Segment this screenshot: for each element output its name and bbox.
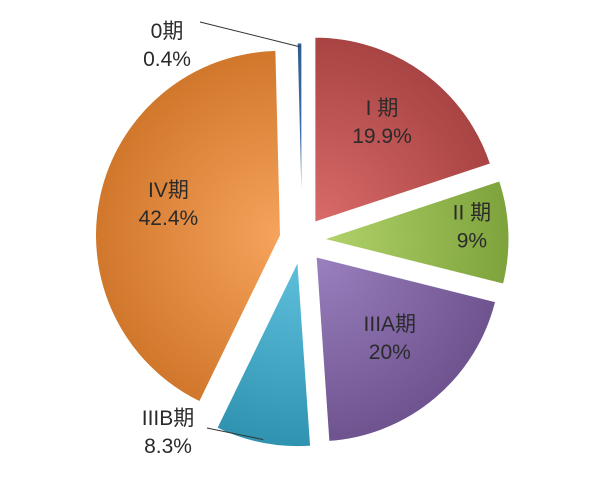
pie-slice — [322, 180, 510, 285]
leader-line — [199, 21, 300, 48]
slice-percent-label: 9% — [457, 230, 487, 253]
slice-percent-label: 0.4% — [143, 48, 191, 71]
pie-slice — [315, 256, 497, 442]
slice-percent-label: 42.4% — [139, 207, 199, 230]
slice-name-label: I 期 — [366, 97, 399, 120]
leader-line — [206, 427, 264, 441]
slice-percent-label: 19.9% — [352, 125, 412, 148]
slice-percent-label: 20% — [369, 341, 411, 364]
slice-name-label: IV期 — [148, 179, 189, 202]
pie-slice — [314, 36, 492, 223]
labels-layer: I 期 19.9% II 期 9% IIIA期 20% IIIB期 8.3% IV期 42.4% 0… — [139, 20, 492, 458]
slice-name-label: IIIA期 — [364, 313, 417, 336]
pie-slice — [216, 259, 312, 448]
slices-layer — [95, 36, 510, 448]
slice-name-label: 0期 — [151, 20, 184, 43]
slice-percent-label: 8.3% — [144, 435, 192, 458]
pie-slice — [296, 42, 303, 229]
slice-name-label: IIIB期 — [142, 407, 195, 430]
leader-lines-layer — [199, 21, 300, 441]
pie-slice — [95, 49, 282, 403]
slice-name-label: II 期 — [453, 202, 492, 225]
